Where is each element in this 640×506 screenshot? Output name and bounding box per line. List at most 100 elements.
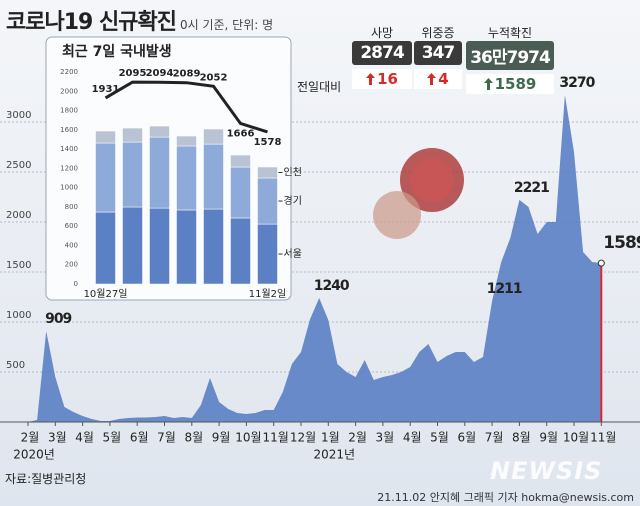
y-tick-label: 1200	[60, 164, 78, 172]
x-tick-label: 12월	[290, 431, 316, 445]
area	[28, 95, 602, 422]
bar-segment	[122, 127, 143, 143]
y-tick-label: 400	[65, 241, 78, 249]
stat-change-box: 4	[414, 69, 462, 89]
x-tick-label: 8월	[512, 431, 531, 445]
bar-segment	[203, 143, 224, 210]
value-label: 1589	[603, 233, 640, 253]
year-label: 2020년	[13, 448, 55, 462]
bar-segment	[95, 142, 116, 213]
y-tick-label: 500	[6, 360, 25, 371]
bar-segment	[257, 223, 278, 285]
stat-label: 누적확진	[487, 26, 533, 40]
y-tick-label: 600	[65, 222, 78, 230]
stat: 누적확진 36만7974 1589	[466, 24, 554, 94]
bar-segment	[203, 128, 224, 145]
value-label: 2094	[146, 68, 174, 79]
x-tick-label: 9월	[539, 431, 558, 445]
virus-icon	[410, 158, 454, 202]
stat-change: 16	[377, 70, 398, 88]
legend-label: 인천	[284, 167, 302, 179]
x-tick-label: 2월	[21, 431, 40, 445]
bar-segment	[230, 217, 251, 285]
stat-change: 4	[438, 70, 449, 88]
bar-segment	[176, 209, 197, 285]
legend-label: 서울	[284, 248, 302, 260]
inset-chart: 0 200 400 600 800 1000 1200 1400 1600 1800 2000 220…	[60, 68, 302, 300]
x-tick-label: 8월	[184, 431, 203, 445]
stat-total: 347	[414, 41, 462, 65]
y-tick-label: 2000	[6, 210, 31, 221]
x-tick-label: 6월	[457, 431, 476, 445]
stat: 위중증 347 4	[414, 24, 462, 89]
credit: 21.11.02 안지혜 그래픽 기자 hokma@newsis.com	[377, 491, 634, 504]
stat-label: 사망	[370, 26, 394, 40]
latest-point	[597, 259, 605, 267]
x-tick-label: 10월	[563, 431, 589, 445]
bar-segment	[149, 136, 170, 209]
y-tick-label: 1500	[6, 260, 31, 271]
value-label: 2221	[514, 180, 549, 196]
x-tick-label: 1월	[321, 431, 340, 445]
bar-segment	[176, 135, 197, 147]
value-label: 2089	[173, 69, 201, 80]
bar-segment	[122, 141, 143, 208]
value-label: 1211	[487, 281, 522, 297]
value-label: 909	[45, 311, 71, 327]
x-tick-label: 9월	[212, 431, 231, 445]
x-tick-label: 4월	[403, 431, 422, 445]
y-tick-label: 1000	[6, 310, 31, 321]
stat-change-box: 1589	[466, 74, 554, 94]
y-tick-label: 2500	[6, 160, 31, 171]
bar-segment	[122, 206, 143, 285]
x-tick-label: 4월	[75, 431, 94, 445]
inset-title: 최근 7일 국내발생	[62, 43, 172, 60]
year-label: 2021년	[314, 448, 356, 462]
bar-segment	[149, 125, 170, 138]
bar-segment	[149, 207, 170, 285]
y-tick-label: 1400	[60, 145, 78, 153]
value-label: 3270	[559, 75, 595, 91]
y-tick-label: 2200	[60, 68, 78, 76]
x-tick-label: 11월	[263, 431, 289, 445]
watermark: NEWSIS	[490, 457, 603, 485]
y-tick-label: 2000	[60, 87, 78, 95]
source: 자료:질병관리청	[5, 472, 87, 486]
y-tick-label: 3000	[6, 110, 31, 121]
x-tick-label: 11월	[590, 431, 616, 445]
bar-segment	[257, 177, 278, 225]
stat-change: 1589	[494, 75, 537, 93]
x-tick-label: 2월	[348, 431, 367, 445]
arrow-icon	[427, 73, 437, 85]
y-tick-label: 0	[74, 280, 78, 288]
total-line	[104, 80, 268, 134]
arrow-icon	[366, 73, 376, 85]
y-tick-label: 1000	[60, 184, 78, 192]
virus-decor	[373, 148, 464, 239]
x-tick-label: 5월	[430, 431, 449, 445]
stat-change-box: 16	[352, 69, 412, 89]
bar-segment	[95, 130, 116, 144]
header: 코로나19 신규확진 0시 기준, 단위: 명	[6, 4, 273, 36]
subtitle: 0시 기준, 단위: 명	[179, 18, 274, 32]
legend-label: 경기	[284, 194, 302, 207]
x-tick-label: 10월	[235, 431, 261, 445]
x-tick-label: 5월	[103, 431, 122, 445]
y-tick-label: 1800	[60, 107, 78, 115]
stat-label: 위중증	[421, 26, 455, 40]
stat-total: 2874	[352, 41, 412, 65]
x-tick-label: 6월	[130, 431, 149, 445]
y-tick-label: 1600	[60, 126, 78, 134]
value-label: 2095	[119, 68, 147, 79]
y-tick-label: 200	[65, 261, 78, 269]
y-tick-label: 800	[65, 203, 78, 211]
value-label: 1240	[314, 278, 350, 294]
bar-segment	[230, 154, 251, 168]
bar-segment	[230, 166, 251, 219]
x-tick-label: 3월	[376, 431, 395, 445]
value-label: 1666	[227, 128, 255, 139]
x-tick-label: 3월	[48, 431, 67, 445]
